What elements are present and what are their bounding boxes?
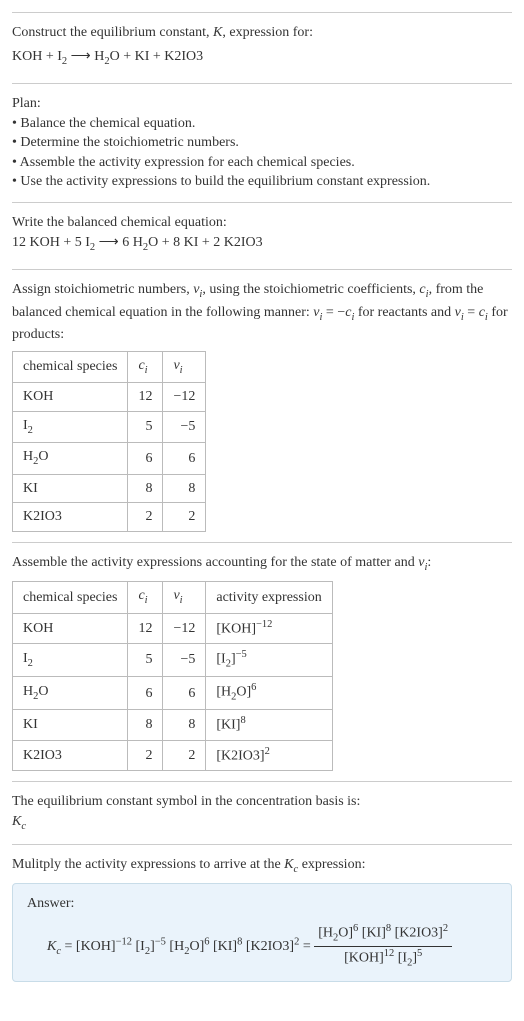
cell-species: K2IO3	[13, 503, 128, 532]
cell-c: 6	[128, 677, 163, 710]
plan-item: • Use the activity expressions to build …	[12, 172, 512, 192]
col-header: chemical species	[13, 582, 128, 613]
table-row: K2IO3 2 2 [K2IO3]2	[13, 740, 333, 770]
table-row: KI 8 8	[13, 474, 206, 503]
answer-box: Answer: Kc = [KOH]−12 [I2]−5 [H2O]6 [KI]…	[12, 883, 512, 982]
table-row: KOH 12 −12	[13, 383, 206, 412]
plan-item: • Assemble the activity expression for e…	[12, 153, 512, 173]
cell-c: 12	[128, 613, 163, 643]
table-row: H2O 6 6 [H2O]6	[13, 677, 333, 710]
stoich-table: chemical species ci νi KOH 12 −12 I2 5 −…	[12, 351, 206, 532]
cell-species: H2O	[13, 677, 128, 710]
cell-species: K2IO3	[13, 740, 128, 770]
cell-v: −12	[163, 383, 206, 412]
balanced-equation: 12 KOH + 5 I2 ⟶ 6 H2O + 8 KI + 2 K2IO3	[12, 233, 512, 255]
cell-v: −5	[163, 644, 206, 677]
table-row: KOH 12 −12 [KOH]−12	[13, 613, 333, 643]
balanced-section: Write the balanced chemical equation: 12…	[12, 202, 512, 269]
table-row: KI 8 8 [KI]8	[13, 710, 333, 740]
cell-v: 2	[163, 740, 206, 770]
cell-species: H2O	[13, 443, 128, 474]
symbol-section: The equilibrium constant symbol in the c…	[12, 781, 512, 844]
col-header: ci	[128, 351, 163, 382]
activity-section: Assemble the activity expressions accoun…	[12, 542, 512, 781]
cell-c: 5	[128, 411, 163, 442]
table-header-row: chemical species ci νi	[13, 351, 206, 382]
symbol-line1: The equilibrium constant symbol in the c…	[12, 792, 512, 812]
cell-v: 8	[163, 474, 206, 503]
stoich-section: Assign stoichiometric numbers, νi, using…	[12, 269, 512, 542]
cell-c: 2	[128, 740, 163, 770]
col-header: ci	[128, 582, 163, 613]
cell-activity: [K2IO3]2	[206, 740, 332, 770]
answer-lhs: Kc = [KOH]−12 [I2]−5 [H2O]6 [KI]8 [K2IO3…	[47, 939, 314, 954]
fraction-denominator: [KOH]12 [I2]5	[314, 947, 452, 971]
cell-v: 6	[163, 443, 206, 474]
header-section: Construct the equilibrium constant, K, e…	[12, 12, 512, 83]
col-header: νi	[163, 351, 206, 382]
cell-species: KI	[13, 710, 128, 740]
cell-v: −12	[163, 613, 206, 643]
multiply-section: Mulitply the activity expressions to arr…	[12, 844, 512, 992]
table-row: I2 5 −5	[13, 411, 206, 442]
plan-item: • Balance the chemical equation.	[12, 114, 512, 134]
answer-label: Answer:	[27, 894, 497, 914]
activity-table: chemical species ci νi activity expressi…	[12, 581, 333, 771]
cell-c: 5	[128, 644, 163, 677]
cell-c: 6	[128, 443, 163, 474]
cell-v: 8	[163, 710, 206, 740]
stoich-intro: Assign stoichiometric numbers, νi, using…	[12, 280, 512, 345]
header-equation: KOH + I2 ⟶ H2O + KI + K2IO3	[12, 47, 512, 69]
cell-species: I2	[13, 411, 128, 442]
cell-activity: [KOH]−12	[206, 613, 332, 643]
cell-c: 12	[128, 383, 163, 412]
table-row: K2IO3 2 2	[13, 503, 206, 532]
cell-v: 2	[163, 503, 206, 532]
cell-v: 6	[163, 677, 206, 710]
answer-expression: Kc = [KOH]−12 [I2]−5 [H2O]6 [KI]8 [K2IO3…	[27, 922, 497, 971]
plan-section: Plan: • Balance the chemical equation. •…	[12, 83, 512, 202]
cell-species: KOH	[13, 613, 128, 643]
cell-c: 8	[128, 474, 163, 503]
cell-activity: [KI]8	[206, 710, 332, 740]
cell-species: KI	[13, 474, 128, 503]
symbol-line2: Kc	[12, 812, 512, 834]
table-row: I2 5 −5 [I2]−5	[13, 644, 333, 677]
table-header-row: chemical species ci νi activity expressi…	[13, 582, 333, 613]
fraction-numerator: [H2O]6 [KI]8 [K2IO3]2	[314, 922, 452, 947]
cell-c: 8	[128, 710, 163, 740]
cell-c: 2	[128, 503, 163, 532]
plan-title: Plan:	[12, 94, 512, 114]
cell-activity: [H2O]6	[206, 677, 332, 710]
activity-intro: Assemble the activity expressions accoun…	[12, 553, 512, 575]
balanced-title: Write the balanced chemical equation:	[12, 213, 512, 233]
plan-item: • Determine the stoichiometric numbers.	[12, 133, 512, 153]
header-line1: Construct the equilibrium constant, K, e…	[12, 23, 512, 43]
col-header: chemical species	[13, 351, 128, 382]
cell-v: −5	[163, 411, 206, 442]
cell-species: I2	[13, 644, 128, 677]
table-row: H2O 6 6	[13, 443, 206, 474]
multiply-line: Mulitply the activity expressions to arr…	[12, 855, 512, 877]
cell-species: KOH	[13, 383, 128, 412]
col-header: νi	[163, 582, 206, 613]
answer-fraction: [H2O]6 [KI]8 [K2IO3]2[KOH]12 [I2]5	[314, 922, 452, 971]
cell-activity: [I2]−5	[206, 644, 332, 677]
col-header: activity expression	[206, 582, 332, 613]
